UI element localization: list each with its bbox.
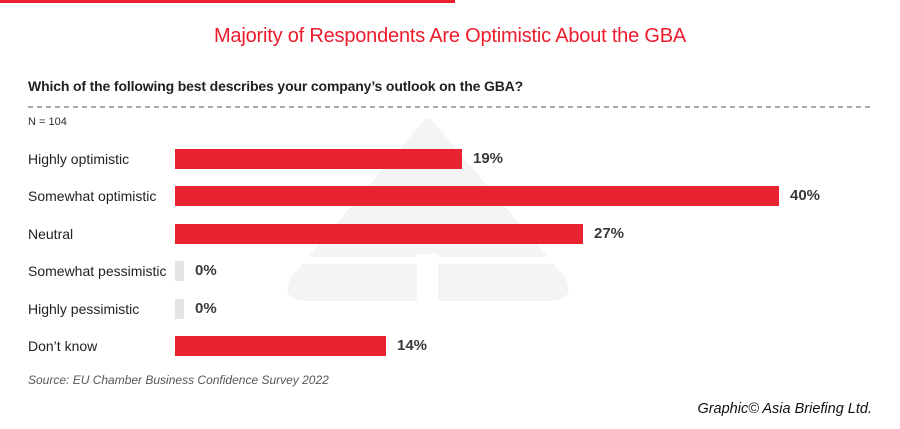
category-label: Neutral	[28, 226, 74, 242]
category-label: Don’t know	[28, 338, 98, 354]
value-label: 0%	[195, 262, 217, 279]
category-label: Somewhat pessimistic	[28, 263, 167, 279]
chart-row: Neutral 27%	[28, 224, 888, 244]
value-label: 19%	[473, 150, 504, 167]
category-label: Highly optimistic	[28, 151, 130, 167]
chart-row: Somewhat optimistic 40%	[28, 186, 888, 206]
source-note: Source: EU Chamber Business Confidence S…	[28, 373, 329, 387]
value-label: 40%	[790, 187, 821, 204]
top-accent-bar	[0, 0, 455, 3]
zero-stub-bar	[175, 299, 184, 319]
value-bar	[175, 336, 386, 356]
chart-row: Somewhat pessimistic 0%	[28, 261, 888, 281]
value-label: 14%	[397, 337, 428, 354]
value-bar	[175, 186, 779, 206]
chart-row: Highly optimistic 19%	[28, 149, 888, 169]
chart-row: Highly pessimistic 0%	[28, 299, 888, 319]
chart-row: Don’t know 14%	[28, 336, 888, 356]
zero-stub-bar	[175, 261, 184, 281]
asia-briefing-logo-watermark	[287, 118, 569, 318]
value-label: 27%	[594, 225, 625, 242]
sample-size-note: N = 104	[28, 116, 67, 128]
survey-question: Which of the following best describes yo…	[28, 78, 524, 94]
category-label: Highly pessimistic	[28, 301, 140, 317]
credit-note: Graphic© Asia Briefing Ltd.	[697, 401, 872, 417]
chart-title: Majority of Respondents Are Optimistic A…	[213, 25, 687, 47]
value-bar	[175, 149, 462, 169]
category-label: Somewhat optimistic	[28, 188, 157, 204]
value-label: 0%	[195, 300, 217, 317]
dashed-divider	[28, 106, 873, 108]
value-bar	[175, 224, 583, 244]
